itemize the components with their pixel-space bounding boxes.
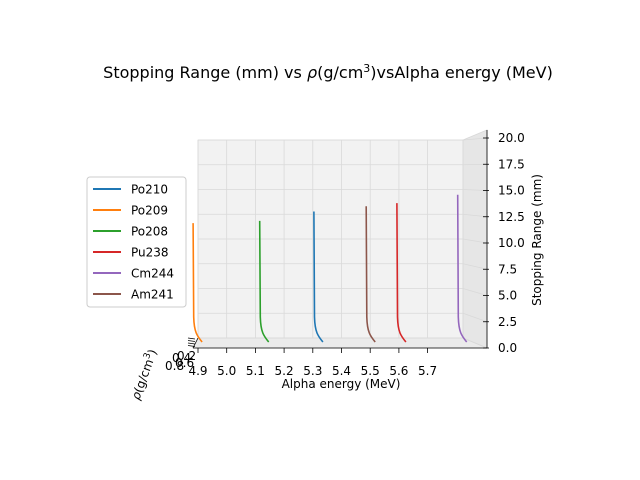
y-tick-mark: [187, 340, 196, 342]
z-tick-label: 7.5: [498, 262, 517, 276]
chart-title: Stopping Range (mm) vs ρ(g/cm3)vsAlpha e…: [103, 62, 553, 82]
series-lines: [192, 194, 468, 343]
x-tick-label: 5.6: [389, 364, 408, 378]
y-tick-label: 0.4: [172, 351, 191, 365]
series-line-po208: [258, 220, 270, 343]
x-tick-label: 5.1: [246, 364, 265, 378]
floor-pane: [192, 337, 488, 349]
x-tick-label: 4.9: [188, 364, 207, 378]
legend-label: Po210: [131, 183, 168, 197]
z-grid-line-side: [462, 213, 488, 218]
x-tick-label: 5.4: [332, 364, 351, 378]
x-tick-label: 5.5: [361, 364, 380, 378]
right-pane: [462, 129, 488, 349]
z-grid-line-side: [462, 312, 488, 323]
z-grid-line-side: [462, 263, 488, 270]
y-tick-label: 0.8: [165, 359, 184, 373]
y-axis-label: ρ(g/cm3): [128, 347, 160, 402]
z-tick-label: 2.5: [498, 315, 517, 329]
legend: Po210 Po209 Po208 Pu238 Cm244 Am241: [86, 176, 187, 308]
series-line-po210: [313, 211, 324, 343]
z-grid-line-side: [462, 288, 488, 296]
z-tick-label: 20.0: [498, 131, 525, 145]
legend-label: Po208: [131, 225, 168, 239]
z-tick-label: 15.0: [498, 184, 525, 198]
x-tick-label: 5.7: [418, 364, 437, 378]
y-tick-mark: [187, 337, 196, 340]
y-tick-mark: [187, 345, 196, 347]
y-tick-label: 0.2: [177, 349, 196, 363]
z-axis-ticks: 0.0 2.5 5.0 7.5 10.0 12.5 15.0 17.5 20.0: [483, 131, 525, 355]
legend-label: Po209: [131, 204, 168, 218]
x-axis-ticks: 4.9 5.0 5.1 5.2 5.3 5.4 5.5 5.6 5.7: [188, 348, 437, 378]
y-tick-mark: [187, 342, 196, 345]
y-axis-ticks: 0.80.60.40.2: [165, 337, 196, 373]
z-tick-label: 12.5: [498, 210, 525, 224]
series-line-cm244: [456, 194, 468, 343]
grid-lines: [197, 137, 488, 349]
series-line-am241: [365, 206, 376, 343]
x-tick-label: 5.2: [275, 364, 294, 378]
z-tick-label: 17.5: [498, 157, 525, 171]
z-tick-label: 0.0: [498, 341, 517, 355]
z-axis-label: Stopping Range (mm): [530, 174, 544, 306]
legend-label: Pu238: [131, 246, 169, 260]
legend-label: Am241: [131, 288, 174, 302]
z-grid-line-side: [462, 337, 488, 349]
legend-items: Po210 Po209 Po208 Pu238 Cm244 Am241: [93, 183, 174, 302]
x-tick-label: 5.3: [303, 364, 322, 378]
x-axis-label: Alpha energy (MeV): [282, 377, 401, 391]
series-line-pu238: [396, 203, 407, 343]
series-line-po209: [192, 223, 203, 343]
z-tick-label: 10.0: [498, 236, 525, 250]
x-tick-label: 5.0: [217, 364, 236, 378]
z-grid-line-side: [462, 238, 488, 244]
y-tick-label: 0.6: [175, 356, 194, 370]
z-tick-label: 5.0: [498, 289, 517, 303]
legend-label: Cm244: [131, 267, 174, 281]
